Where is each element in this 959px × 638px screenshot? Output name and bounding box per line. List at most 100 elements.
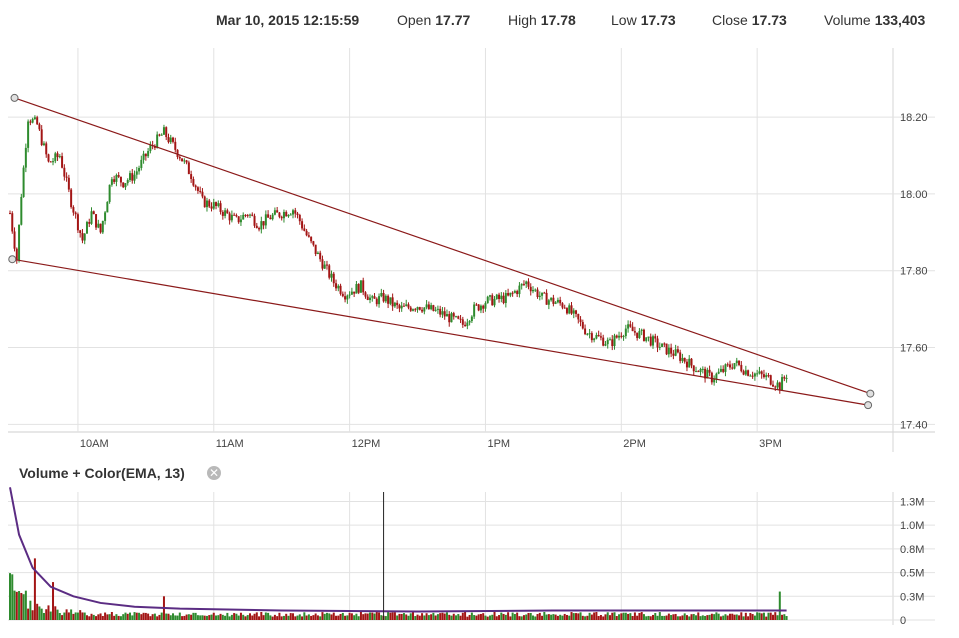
volume-bar <box>104 612 107 620</box>
volume-bar <box>554 614 557 620</box>
volume-bar <box>389 612 392 620</box>
candle-body <box>74 212 77 215</box>
candle-body <box>9 213 11 215</box>
candle-body <box>581 322 584 329</box>
volume-label: Volume <box>824 12 871 28</box>
volume-bar <box>615 616 618 620</box>
candle-body <box>210 206 213 209</box>
candle-body <box>511 292 514 294</box>
volume-bar <box>538 612 541 620</box>
volume-bar <box>661 615 664 620</box>
candle-body <box>436 308 439 310</box>
y-tick-label: 17.40 <box>900 419 928 431</box>
candle-body <box>656 338 659 348</box>
volume-bar <box>541 615 544 620</box>
volume-bar <box>310 615 313 620</box>
candle-body <box>212 202 215 209</box>
volume-bar <box>439 613 442 620</box>
candle-body <box>217 203 220 206</box>
candle-body <box>248 214 251 216</box>
candle-body <box>670 347 673 354</box>
candle-body <box>602 337 605 346</box>
volume-y-tick-label: 0 <box>900 615 906 627</box>
candle-body <box>681 357 684 361</box>
candle-body <box>484 303 487 309</box>
volume-bar <box>443 613 446 620</box>
volume-bar <box>529 612 532 620</box>
volume-bar <box>588 612 591 620</box>
volume-bar <box>667 613 670 620</box>
volume-bar <box>15 591 18 620</box>
volume-bar <box>586 615 589 620</box>
volume-bar <box>147 613 150 620</box>
volume-bar <box>624 612 627 620</box>
candle-body <box>142 153 145 160</box>
volume-bar <box>325 612 328 620</box>
candle-body <box>362 280 365 293</box>
candle-body <box>52 161 55 163</box>
candle-body <box>323 264 326 269</box>
volume-bar <box>611 612 614 620</box>
trendline-handle <box>8 255 17 264</box>
volume-bar <box>647 615 650 620</box>
volume-bar <box>314 613 317 620</box>
candle-body <box>83 233 86 241</box>
candle-body <box>27 121 30 148</box>
volume-bar <box>744 612 747 620</box>
volume-bar <box>674 613 677 620</box>
candle-body <box>174 141 177 150</box>
candle-body <box>101 220 104 233</box>
volume-bar <box>63 612 66 620</box>
candle-body <box>611 339 614 347</box>
candle-body <box>271 214 274 220</box>
candle-body <box>348 294 351 296</box>
volume-bar <box>477 614 480 620</box>
open-label: Open <box>397 12 432 28</box>
candle-body <box>126 180 129 184</box>
volume-bar <box>418 615 421 620</box>
candle-body <box>40 129 43 146</box>
close-icon[interactable]: ✕ <box>207 466 221 480</box>
candle-body <box>522 283 525 285</box>
candle-body <box>509 292 512 296</box>
volume-bar <box>618 614 621 620</box>
candle-body <box>556 299 559 303</box>
candle-body <box>31 118 34 123</box>
candle-body <box>452 313 455 317</box>
volume-bar <box>561 615 564 620</box>
candle-body <box>552 297 555 304</box>
candle-body <box>296 213 299 215</box>
volume-bar <box>174 615 177 620</box>
candle-body <box>242 214 245 220</box>
candle-body <box>570 305 573 314</box>
candle-body <box>124 183 127 188</box>
volume-bar <box>629 613 632 620</box>
candle-body <box>185 160 188 163</box>
candle-body <box>135 171 138 175</box>
candle-body <box>113 179 116 182</box>
volume-bar <box>237 615 240 620</box>
candle-body <box>178 157 181 159</box>
candle-body <box>115 175 118 182</box>
volume-bar <box>758 612 761 620</box>
candle-body <box>405 304 408 307</box>
volume-bar <box>181 616 184 620</box>
trendline-handle <box>10 93 19 102</box>
candle-body <box>138 168 141 172</box>
candle-body <box>430 305 433 310</box>
candle-body <box>565 308 568 314</box>
volume-bar <box>67 612 70 620</box>
candle-body <box>289 214 292 216</box>
volume-bar <box>88 616 91 620</box>
candle-body <box>355 284 358 294</box>
candle-body <box>104 212 107 221</box>
quote-datetime: Mar 10, 2015 12:15:59 <box>216 12 360 28</box>
candle-body <box>608 339 611 341</box>
x-tick-label: 1PM <box>487 438 510 450</box>
candle-body <box>230 214 233 221</box>
volume-bar <box>728 613 731 620</box>
candle-body <box>273 210 276 215</box>
volume-bar <box>679 616 682 620</box>
candle-body <box>63 167 66 177</box>
